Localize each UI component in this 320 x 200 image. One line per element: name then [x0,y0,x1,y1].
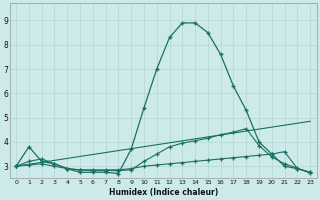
X-axis label: Humidex (Indice chaleur): Humidex (Indice chaleur) [108,188,218,197]
